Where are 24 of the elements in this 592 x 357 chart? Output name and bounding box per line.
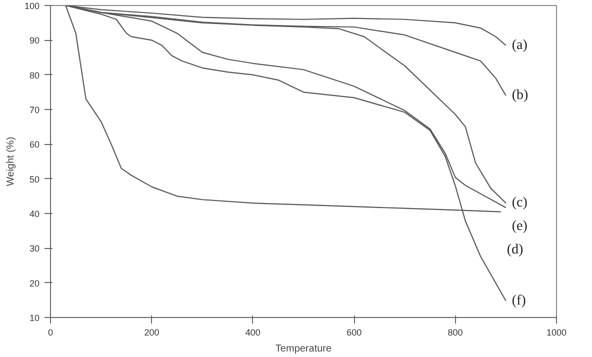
y-tick-label: 10 bbox=[29, 313, 40, 323]
x-tick-label: 600 bbox=[346, 328, 362, 338]
x-tick-label: 1000 bbox=[546, 328, 567, 338]
series-label: (b) bbox=[512, 88, 529, 104]
x-axis-title: Temperature bbox=[275, 344, 332, 354]
series-label: (f) bbox=[512, 293, 526, 308]
y-tick-label: 80 bbox=[29, 70, 40, 80]
x-tick-label: 800 bbox=[448, 328, 463, 338]
series-label: (c) bbox=[512, 196, 528, 211]
series-label: (a) bbox=[512, 38, 528, 53]
series-label: (e) bbox=[512, 219, 528, 234]
y-tick-label: 20 bbox=[29, 278, 40, 288]
x-tick-label: 400 bbox=[245, 328, 260, 338]
y-tick-label: 90 bbox=[29, 36, 40, 46]
y-tick-label: 40 bbox=[29, 209, 40, 219]
x-tick-label: 0 bbox=[48, 328, 54, 338]
text: (d) bbox=[506, 242, 524, 258]
x-tick-label: 200 bbox=[144, 328, 160, 338]
y-tick-label: 100 bbox=[24, 1, 40, 11]
y-axis-title: Weight (%) bbox=[5, 136, 16, 186]
y-tick-label: 30 bbox=[29, 244, 40, 254]
y-tick-label: 50 bbox=[29, 174, 40, 184]
y-tick-label: 70 bbox=[29, 105, 40, 115]
y-tick-label: 60 bbox=[29, 140, 40, 150]
